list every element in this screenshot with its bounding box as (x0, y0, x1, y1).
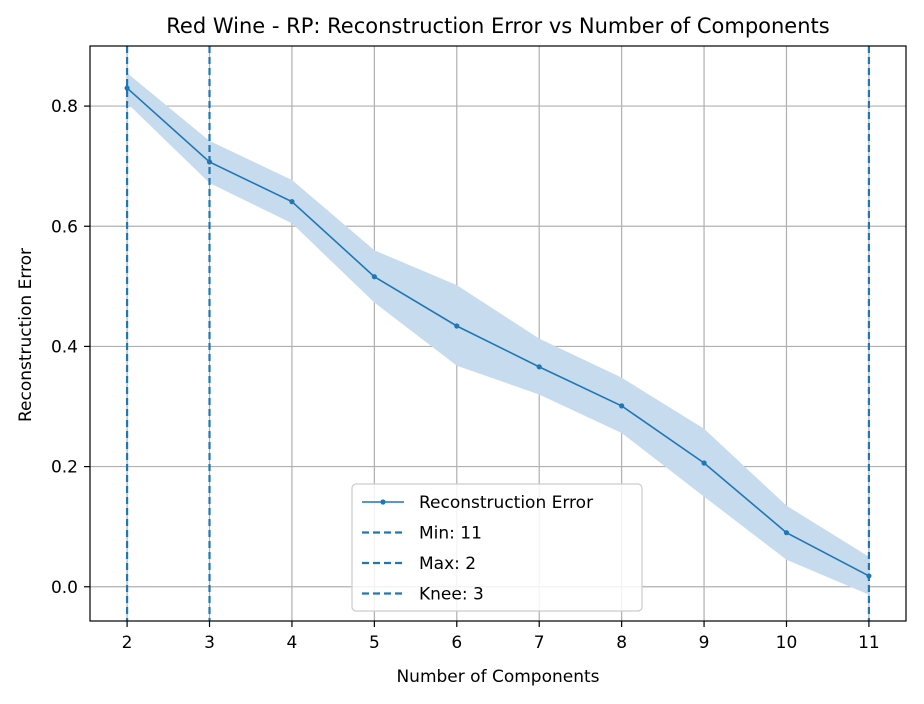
legend-label: Min: 11 (419, 524, 482, 544)
x-tick-label: 4 (287, 633, 298, 653)
data-point (619, 403, 625, 409)
band-layer (127, 73, 869, 595)
series-line (126, 87, 870, 577)
legend-box (351, 483, 643, 612)
x-tick-label: 7 (534, 633, 545, 653)
x-tick-label: 8 (616, 633, 627, 653)
data-point (371, 274, 377, 280)
series-layer (124, 85, 872, 579)
data-point (701, 460, 707, 466)
data-point (783, 530, 790, 536)
y-tick-label: 0.6 (51, 217, 78, 237)
x-tick-label: 9 (699, 633, 710, 653)
chart-title: Red Wine - RP: Reconstruction Error vs N… (166, 14, 829, 38)
x-tick-label: 11 (858, 633, 880, 653)
ticks-layer: 2 3 4 5 6 7 8 9 10 11 0.0 0.2 0.4 0.6 0.8 (51, 97, 880, 653)
y-tick-label: 0.2 (51, 458, 78, 478)
legend-marker-swatch (380, 499, 386, 505)
legend-label: Knee: 3 (419, 585, 484, 605)
x-axis-label: Number of Components (396, 667, 599, 687)
x-tick-label: 10 (776, 633, 798, 653)
legend: Reconstruction Error Min: 11 Max: 2 Knee: 3 (351, 483, 643, 612)
legend-label: Reconstruction Error (419, 493, 593, 513)
x-tick-label: 2 (122, 633, 133, 653)
data-point (536, 364, 542, 370)
x-tick-label: 6 (451, 633, 462, 653)
y-tick-label: 0.0 (51, 578, 78, 598)
y-axis-label: Reconstruction Error (16, 248, 36, 422)
y-tick-label: 0.4 (51, 337, 78, 357)
data-point (289, 199, 295, 205)
legend-label: Max: 2 (419, 554, 476, 574)
data-point (124, 85, 130, 91)
vline-layer (125, 46, 871, 621)
confidence-band (127, 73, 869, 595)
x-tick-label: 5 (369, 633, 380, 653)
data-point (454, 323, 460, 329)
x-tick-label: 3 (204, 633, 215, 653)
axes-layer (89, 45, 907, 622)
plot-frame (89, 45, 907, 622)
y-tick-label: 0.8 (51, 97, 78, 117)
